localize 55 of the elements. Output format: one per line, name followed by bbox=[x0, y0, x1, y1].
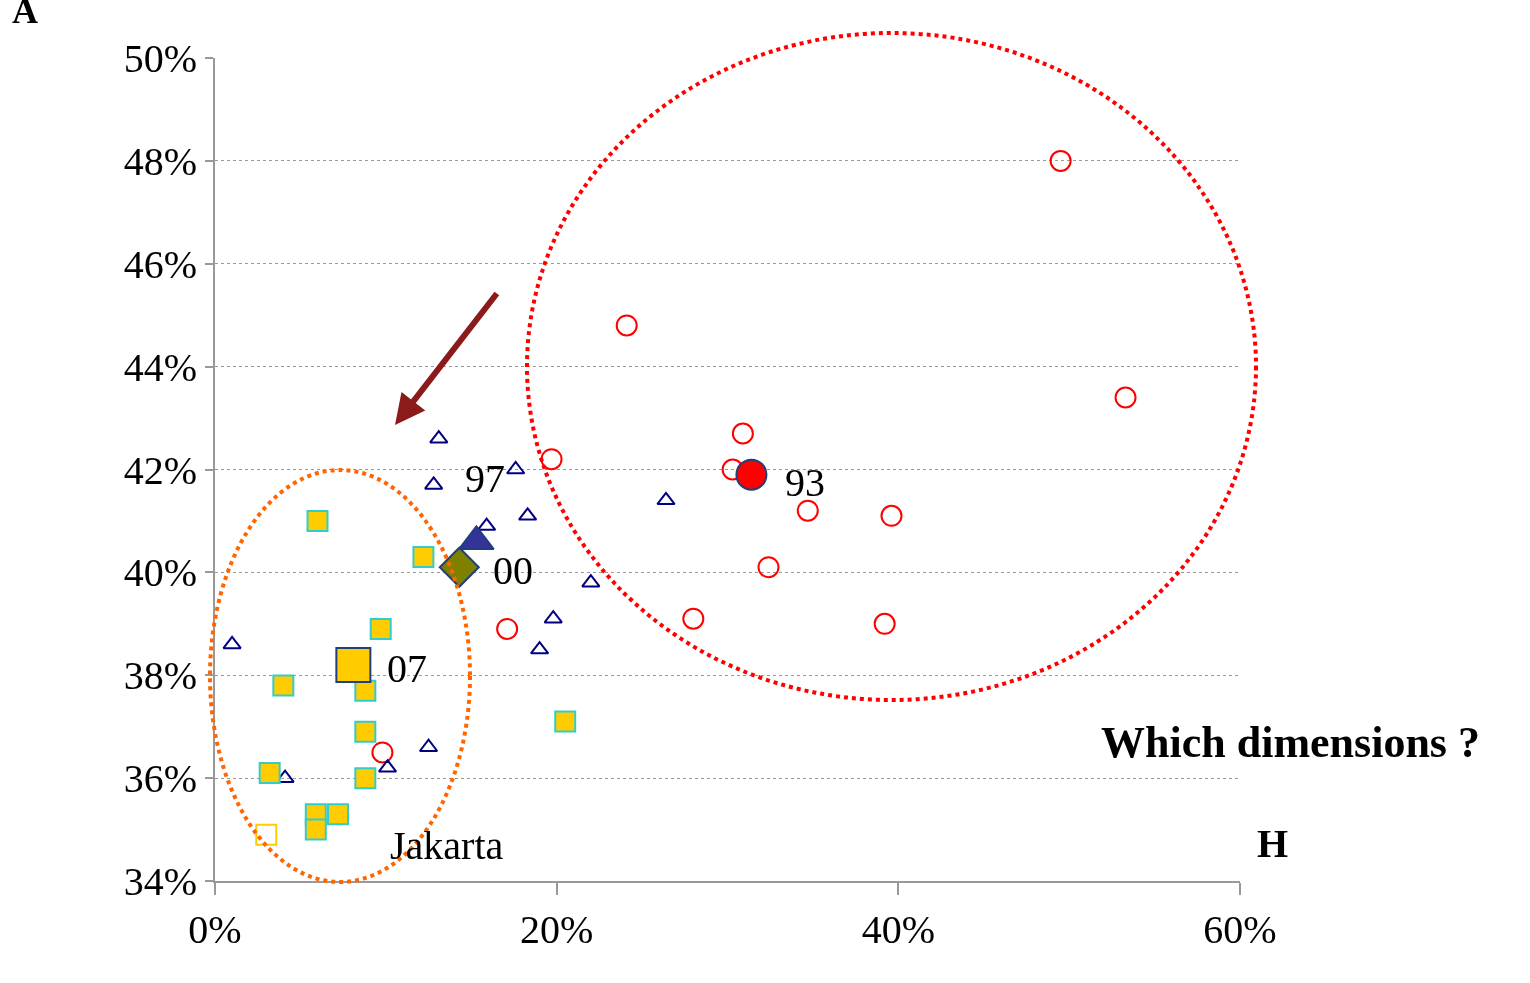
y-tick-label: 40% bbox=[123, 550, 197, 596]
y-tick-label: 36% bbox=[123, 756, 197, 802]
point bbox=[1049, 149, 1072, 172]
point bbox=[429, 430, 449, 444]
point bbox=[418, 738, 439, 753]
y-tick-label: 34% bbox=[123, 859, 197, 904]
point bbox=[880, 504, 903, 527]
x-tick-label: 60% bbox=[1203, 907, 1277, 952]
y-tick-label: 38% bbox=[123, 653, 197, 699]
point bbox=[581, 574, 601, 588]
point bbox=[335, 646, 372, 683]
annotation: 07 bbox=[387, 646, 427, 691]
point bbox=[327, 803, 349, 826]
point bbox=[222, 635, 242, 650]
point bbox=[369, 617, 392, 640]
y-tick-label: 46% bbox=[123, 241, 197, 287]
point bbox=[731, 422, 754, 445]
y-tick-label: 48% bbox=[123, 138, 197, 184]
point bbox=[354, 767, 377, 790]
point bbox=[757, 556, 780, 579]
point bbox=[255, 823, 278, 846]
point bbox=[424, 476, 444, 490]
y-tick-label: 44% bbox=[123, 344, 197, 390]
point bbox=[412, 545, 435, 568]
point bbox=[438, 546, 480, 588]
point bbox=[615, 314, 638, 337]
point bbox=[554, 710, 577, 733]
point bbox=[796, 499, 819, 522]
point bbox=[735, 458, 768, 491]
annotation: 00 bbox=[493, 548, 533, 593]
annotation: 97 bbox=[465, 456, 505, 501]
y-tick-label: 50% bbox=[123, 36, 197, 81]
y-tick-label: 42% bbox=[123, 447, 197, 493]
x-tick-label: 0% bbox=[188, 907, 242, 952]
annotation: Jakarta bbox=[390, 823, 504, 868]
point bbox=[306, 509, 329, 532]
x-tick-label: 20% bbox=[520, 907, 594, 952]
point bbox=[258, 761, 281, 784]
point bbox=[371, 741, 394, 764]
point bbox=[1114, 386, 1137, 409]
annotation: Which dimensions ? bbox=[1101, 718, 1480, 767]
point bbox=[543, 610, 563, 624]
annotation: 93 bbox=[785, 460, 825, 505]
point bbox=[506, 461, 526, 475]
point bbox=[354, 679, 377, 702]
point bbox=[540, 448, 563, 471]
point bbox=[656, 491, 676, 506]
point bbox=[354, 720, 377, 743]
x-tick-label: 40% bbox=[861, 907, 935, 952]
point bbox=[496, 617, 519, 640]
point bbox=[304, 818, 327, 841]
point bbox=[272, 674, 295, 697]
point bbox=[873, 612, 896, 635]
point bbox=[682, 607, 705, 630]
x-axis-title: H bbox=[1257, 821, 1289, 866]
